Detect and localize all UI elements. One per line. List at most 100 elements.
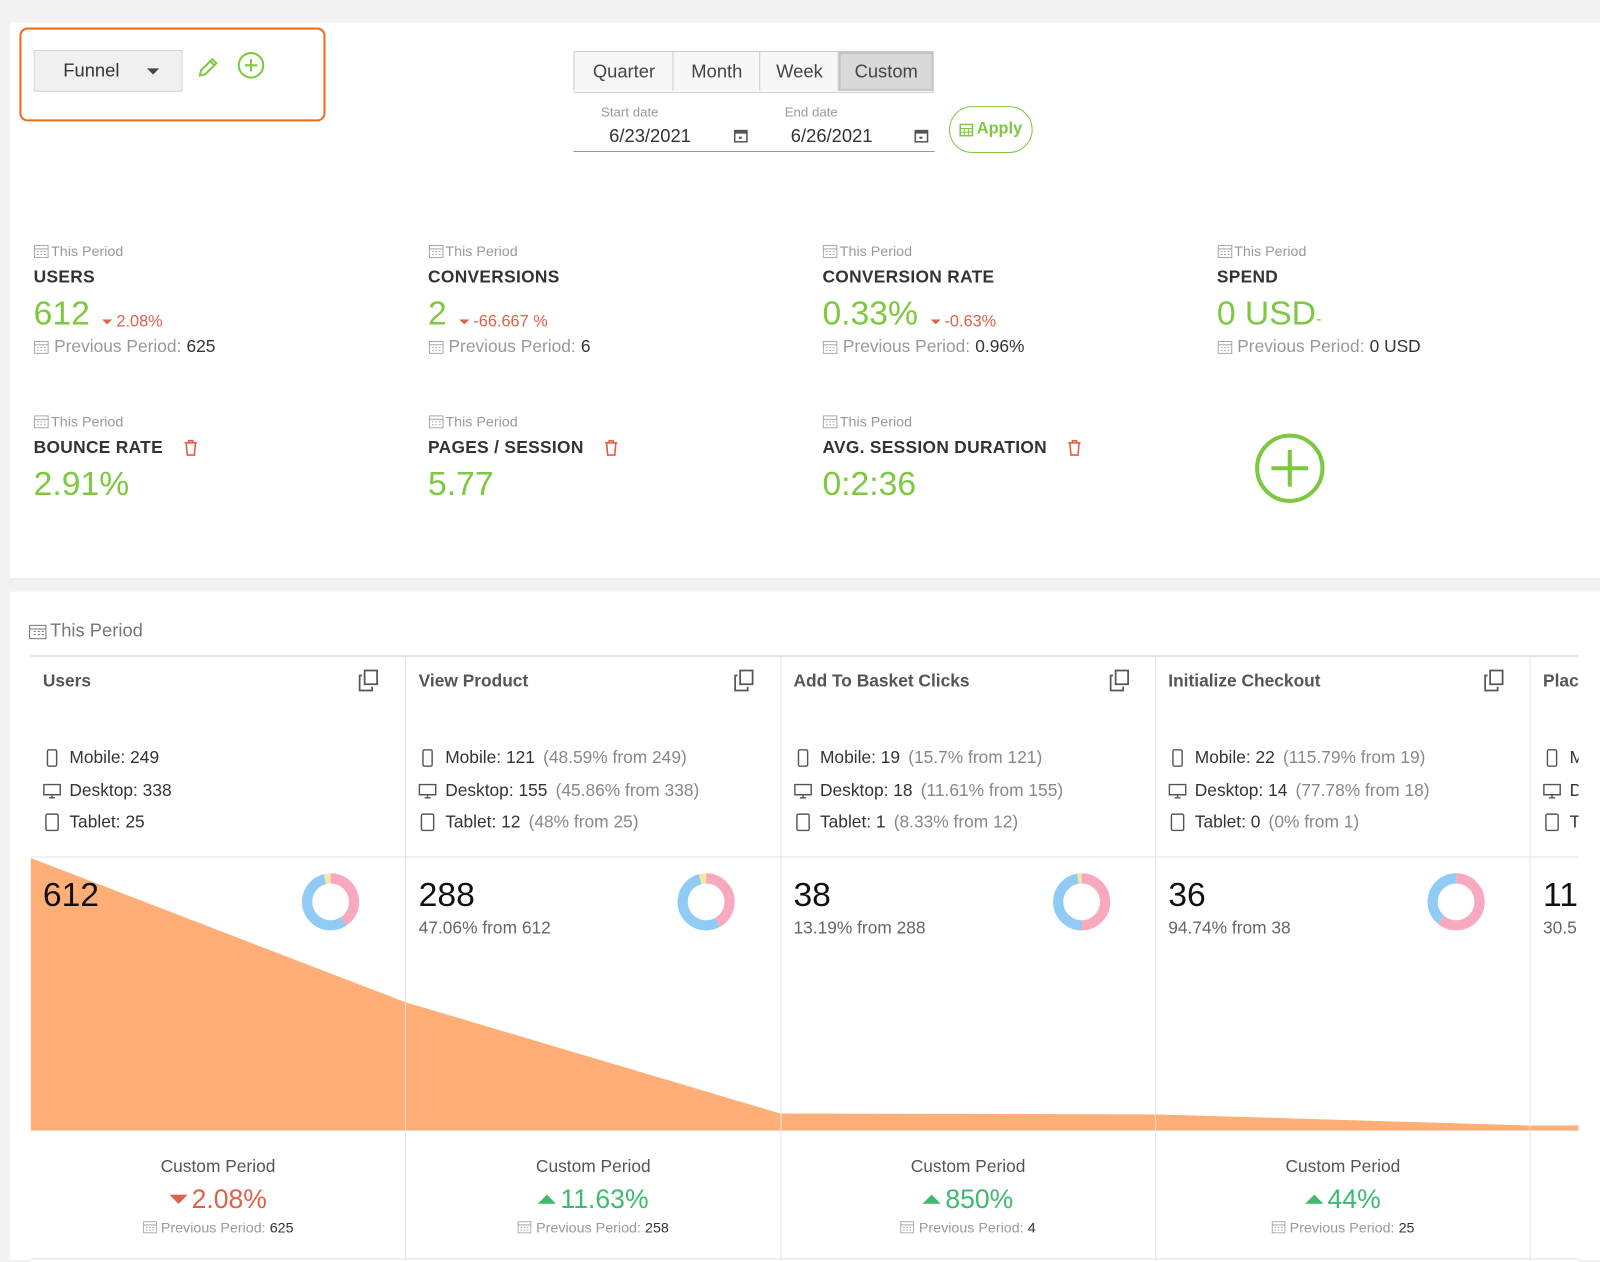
add-kpi-button[interactable] xyxy=(1253,432,1326,505)
step-count: 38 xyxy=(793,875,831,914)
copy-icon[interactable] xyxy=(733,669,755,692)
delete-button[interactable] xyxy=(1065,439,1083,457)
icon-part xyxy=(1271,1221,1286,1234)
icon-part xyxy=(184,439,197,456)
icon-part xyxy=(34,418,49,425)
icon-part xyxy=(1543,783,1562,799)
icon-part xyxy=(46,749,58,767)
mobile-icon xyxy=(797,749,808,767)
add-button[interactable] xyxy=(237,51,266,80)
kpi-previous-value: 6 xyxy=(580,336,591,357)
icon-part xyxy=(1217,247,1232,255)
kpi-change-text: - xyxy=(1316,311,1322,329)
tablet-icon xyxy=(1170,813,1185,832)
funnel-segment xyxy=(1529,1125,1579,1131)
top-panel: Funnel Quarter Month Week Custom Start date… xyxy=(10,22,1600,580)
view-dropdown[interactable]: Funnel xyxy=(33,49,183,92)
device-value: 155 xyxy=(518,779,548,800)
period-tab[interactable]: Quarter xyxy=(573,52,674,91)
desktop-icon xyxy=(1543,783,1562,799)
mobile-icon xyxy=(422,749,434,767)
kpi-period-label: This Period xyxy=(445,242,518,260)
delete-button[interactable] xyxy=(181,439,199,457)
delete-button[interactable] xyxy=(602,439,620,457)
tablet-icon xyxy=(1545,813,1560,832)
apply-button[interactable]: Apply xyxy=(948,106,1033,154)
calendar-icon xyxy=(142,1221,157,1234)
arrow-shape xyxy=(1305,1194,1324,1204)
footer-previous: Previous Period: 4 xyxy=(781,1219,1155,1235)
step-count: 612 xyxy=(42,875,100,914)
calendar-icon xyxy=(428,414,443,428)
kpi-period: This Period xyxy=(428,413,806,430)
device-line: Desktop: 18 (11.61% from 155) xyxy=(793,780,1063,800)
icon-part xyxy=(34,343,49,351)
kpi-title-text: USERS xyxy=(33,267,95,287)
kpi-title: SPEND xyxy=(1217,267,1595,287)
device-value: 19 xyxy=(880,747,901,768)
copy-icon[interactable] xyxy=(1483,669,1505,692)
kpi-title: CONVERSION RATE xyxy=(822,267,1200,287)
kpi-title-text: SPEND xyxy=(1216,267,1279,287)
period-tab[interactable]: Custom xyxy=(837,52,934,91)
device-detail: (8.33% from 12) xyxy=(893,812,1019,832)
footer-previous-value: 4 xyxy=(1027,1219,1036,1236)
kpi-period: This Period xyxy=(1217,243,1595,259)
kpi-value: 2 xyxy=(428,293,447,332)
start-date[interactable]: 6/23/2021 xyxy=(609,125,691,146)
calendar-icon[interactable] xyxy=(733,129,748,143)
kpi-previous-value: 0.96% xyxy=(975,336,1025,357)
device-line: Tablet: 1 (8.33% from 12) xyxy=(793,812,1018,832)
kpi-value: 612 xyxy=(33,293,90,332)
calendar-icon xyxy=(29,624,47,639)
device-text: D xyxy=(1570,780,1579,800)
footer-previous-value: 625 xyxy=(269,1219,294,1236)
arrow-shape xyxy=(102,319,113,325)
kpi-value-row: 0:2:36 xyxy=(822,464,1200,503)
kpi-period-label: This Period xyxy=(1234,242,1307,260)
kpi-value: 0 USD xyxy=(1216,293,1317,332)
copy-icon[interactable] xyxy=(357,669,379,692)
calendar-icon xyxy=(822,340,838,354)
device-text: Desktop: 338 xyxy=(69,780,171,800)
step-footer: Custom Period 2.08% Previous Period: 625 xyxy=(31,1156,406,1236)
device-detail: (115.79% from 19) xyxy=(1283,747,1426,768)
kpi-change-text: 2.08% xyxy=(116,312,163,331)
step-footer: Custom Period 850% Previous Period: 4 xyxy=(781,1157,1155,1235)
kpi-value-row: 612 2.08% xyxy=(34,294,412,333)
edit-button[interactable] xyxy=(196,55,220,79)
kpi-card: This Period CONVERSION RATE 0.33% -0.63% Pre… xyxy=(822,243,1200,357)
arrow-shape xyxy=(459,319,470,325)
apply-label: Apply xyxy=(976,120,1023,138)
copy-icon[interactable] xyxy=(1108,669,1130,692)
device-name: Mobile: xyxy=(819,747,876,768)
period-tab[interactable]: Month xyxy=(672,52,761,91)
tablet-icon xyxy=(421,813,435,832)
donut-segment xyxy=(1427,873,1485,931)
kpi-card: This Period PAGES / SESSION 5.77 xyxy=(428,413,806,503)
trend-arrow xyxy=(459,319,470,325)
mobile-icon xyxy=(1546,749,1558,767)
step-count: 288 xyxy=(418,875,475,914)
calendar-icon[interactable] xyxy=(914,129,929,143)
device-line: Desktop: 338 xyxy=(43,780,172,800)
funnel-segment xyxy=(780,1113,1155,1131)
period-tab[interactable]: Week xyxy=(759,52,839,91)
device-name: D xyxy=(1570,780,1579,799)
device-detail: (15.7% from 121) xyxy=(908,747,1043,768)
device-line: Mobile: 22 (115.79% from 19) xyxy=(1168,748,1425,768)
icon-part xyxy=(797,749,808,767)
donut-segment xyxy=(677,873,735,931)
kpi-value: 5.77 xyxy=(428,464,494,502)
end-date[interactable]: 6/26/2021 xyxy=(790,125,873,146)
device-name: Desktop: xyxy=(819,779,889,800)
icon-part xyxy=(823,343,837,351)
funnel-step: Users Mobile: 249 Desktop: 338 Tablet: 25 61… xyxy=(31,657,406,1261)
icon-part xyxy=(34,340,49,354)
device-donut xyxy=(677,873,735,931)
step-count: 11 xyxy=(1543,875,1579,914)
footer-label: Custom Period xyxy=(160,1156,276,1177)
device-text: Desktop: 18 xyxy=(820,780,913,800)
